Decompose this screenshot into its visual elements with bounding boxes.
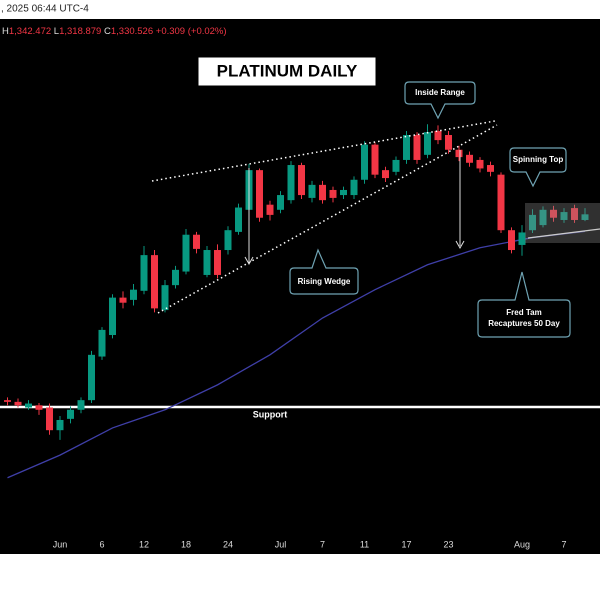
x-tick-label: Jul	[275, 539, 287, 549]
candle-body	[98, 329, 106, 357]
arrow-head	[455, 240, 465, 250]
candle-body	[140, 255, 148, 291]
callout-text: Fred Tam	[506, 308, 541, 317]
candle-body	[455, 149, 463, 158]
callout-box	[289, 248, 359, 295]
x-tick-label: 7	[320, 539, 325, 549]
candle-body	[214, 250, 221, 275]
candle-body	[487, 165, 494, 172]
x-tick-label: 11	[360, 539, 369, 549]
wedge-lower	[157, 124, 498, 314]
candle-body	[560, 212, 568, 220]
range-trend	[527, 228, 600, 239]
x-tick-label: 18	[181, 539, 191, 549]
moving-average	[7, 230, 586, 479]
candle-body	[77, 400, 85, 410]
candle-body	[25, 403, 32, 408]
ohlc-label: L	[54, 26, 59, 37]
candle-body	[287, 165, 295, 201]
candle-body	[266, 204, 274, 215]
callout-box	[404, 81, 476, 120]
candle-body	[161, 285, 169, 311]
candle-body	[14, 401, 22, 406]
x-tick-label: Jun	[53, 539, 68, 549]
ohlc-value: 1,318.879	[59, 26, 101, 37]
ohlc-bar: H1,342.472 L1,318.879 C1,330.526 +0.309 …	[2, 26, 227, 37]
x-tick-label: 12	[139, 539, 149, 549]
candle-body	[67, 409, 74, 419]
candle-body	[329, 189, 337, 198]
candle-body	[340, 189, 347, 196]
candle-body	[403, 135, 410, 160]
candle-body	[224, 230, 232, 251]
candle-body	[581, 214, 589, 220]
candle-body	[119, 297, 127, 303]
candle-body	[466, 154, 473, 163]
callout-text: Inside Range	[415, 88, 465, 97]
candle-body	[550, 209, 557, 218]
candle-body	[361, 144, 368, 180]
candle-body	[193, 234, 200, 249]
candle-body	[371, 144, 379, 175]
x-tick-label: 24	[223, 539, 233, 549]
candle-body	[151, 255, 158, 309]
candle-body	[182, 234, 190, 272]
callout-box	[509, 147, 567, 188]
callout-text: Rising Wedge	[298, 277, 351, 286]
callout-text: Recaptures 50 Day	[488, 319, 560, 328]
x-tick-label: 7	[561, 539, 566, 549]
x-tick-label: Aug	[514, 539, 530, 549]
x-tick-label: 17	[401, 539, 411, 549]
callout-text: Spinning Top	[513, 155, 564, 164]
ohlc-label: C	[104, 26, 111, 37]
candle-body	[203, 250, 211, 275]
support-label: Support	[253, 409, 288, 419]
candle-body	[109, 297, 116, 336]
arrow-head	[244, 256, 254, 266]
candle-body	[413, 135, 421, 160]
candle-body	[88, 354, 95, 401]
candle-body	[256, 170, 263, 218]
candle-body	[350, 179, 358, 196]
candle-body	[434, 131, 442, 141]
ohlc-text: H1,342.472 L1,318.879 C1,330.526 +0.309 …	[2, 26, 227, 37]
ohlc-value: 1,330.526	[111, 26, 153, 37]
candle-body	[497, 174, 505, 231]
ohlc-value: 1,342.472	[9, 26, 51, 37]
candle-body	[518, 232, 526, 245]
candle-body	[298, 165, 305, 196]
candle-body	[277, 195, 284, 210]
candle-body	[476, 159, 484, 169]
candle-body	[130, 289, 137, 300]
candle-body	[508, 230, 515, 251]
x-tick-label: 6	[99, 539, 104, 549]
ohlc-change: +0.309 (+0.02%)	[156, 26, 227, 37]
candle-body	[319, 184, 326, 201]
ohlc-label: H	[2, 26, 9, 37]
candle-body	[46, 407, 53, 431]
candle-body	[445, 135, 452, 150]
timestamp: , 2025 06:44 UTC-4	[1, 4, 89, 15]
candle-body	[571, 208, 578, 220]
candle-body	[539, 209, 547, 226]
candle-body	[529, 214, 536, 231]
title-box	[197, 56, 377, 87]
candle-body	[382, 170, 389, 179]
candle-body	[35, 405, 43, 410]
candle-body	[392, 159, 400, 172]
candle-body	[56, 419, 64, 431]
x-tick-label: 23	[443, 539, 453, 549]
candle-body	[424, 132, 431, 155]
candle-body	[308, 184, 316, 198]
candle-body	[172, 269, 179, 286]
candle-body	[235, 207, 242, 232]
callout-box	[477, 271, 571, 338]
candle-body	[4, 400, 11, 402]
chart-title: PLATINUM DAILY	[217, 61, 358, 80]
